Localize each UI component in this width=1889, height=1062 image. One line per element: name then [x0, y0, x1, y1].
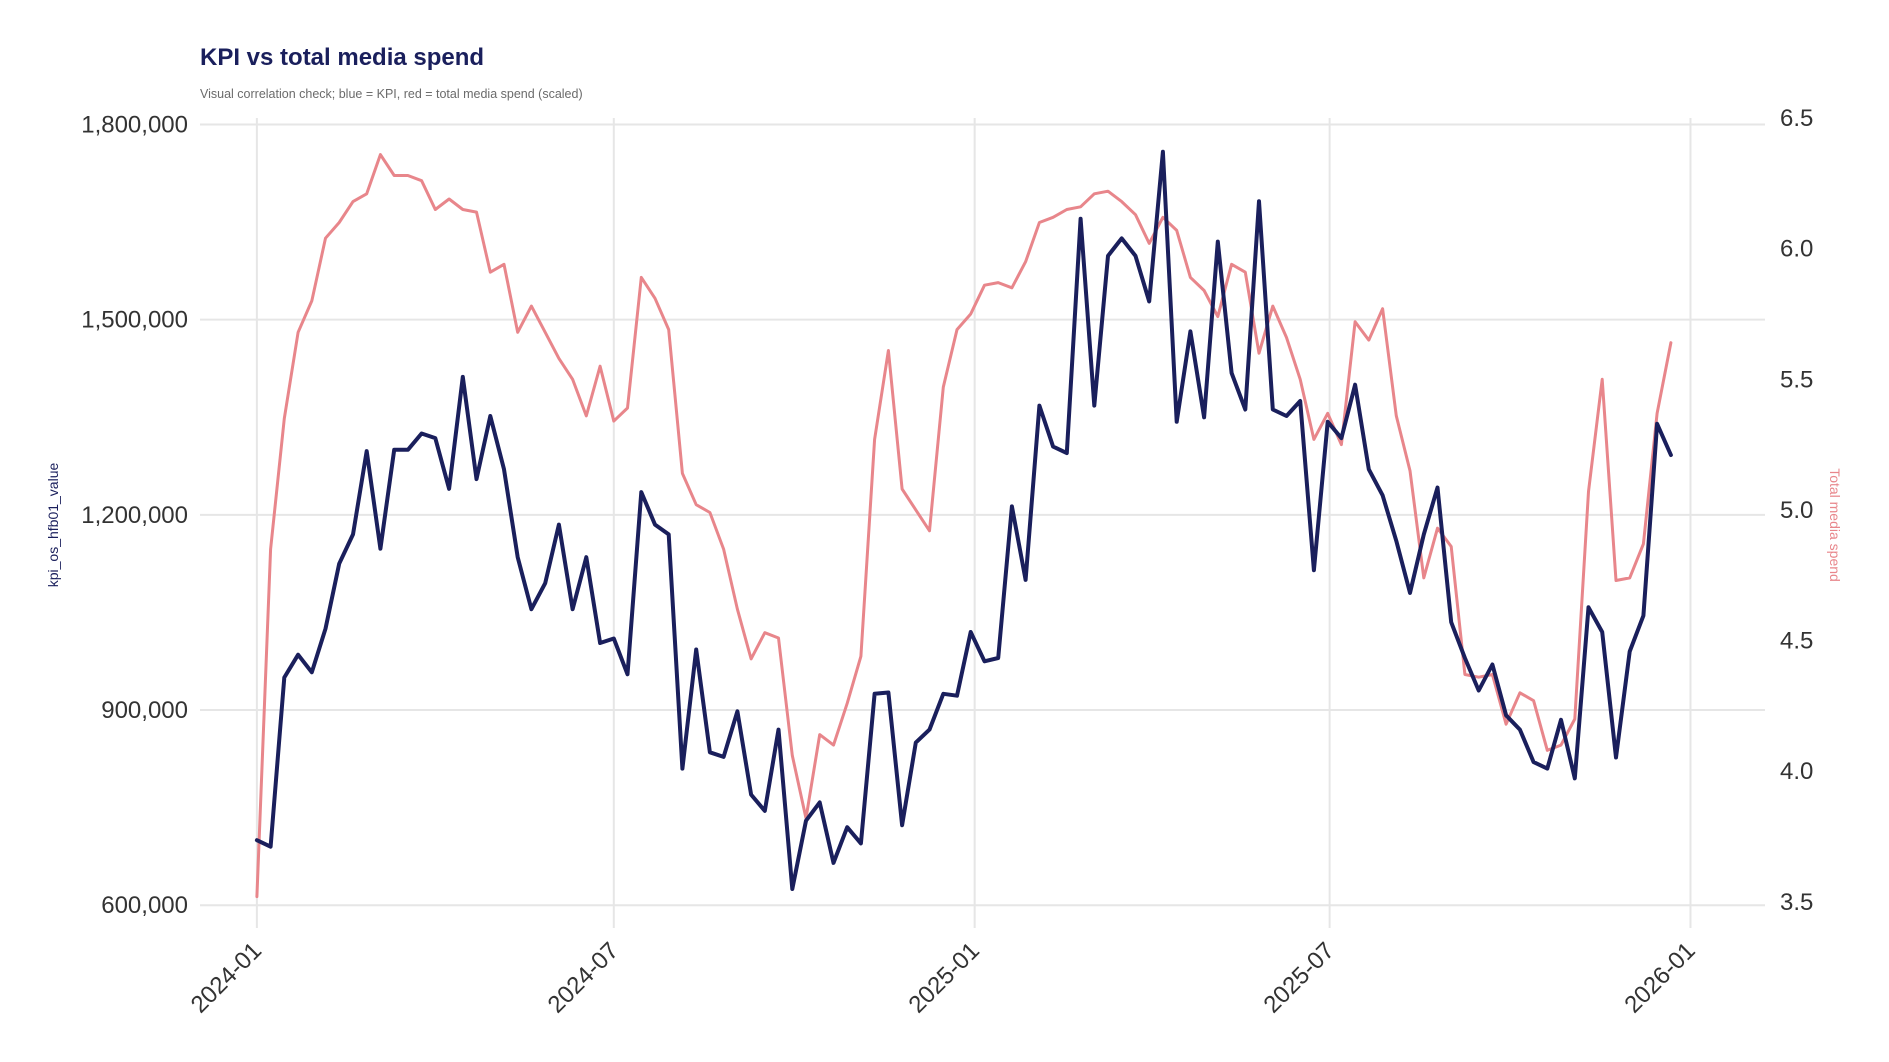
x-tick-label: 2025-07	[1258, 937, 1339, 1018]
y-tick-label-left: 1,500,000	[81, 307, 188, 334]
y-tick-label-left: 900,000	[101, 697, 188, 724]
chart-subtitle: Visual correlation check; blue = KPI, re…	[200, 87, 583, 101]
x-axis: 2024-01 2024-07 2025-01 2025-07 2026-01	[186, 937, 1701, 1018]
series-line-kpi	[254, 149, 1673, 891]
x-tick-label: 2024-01	[186, 937, 267, 1018]
y-tick-label-right: 6.5	[1780, 105, 1813, 132]
y-tick-label-right: 4.0	[1780, 758, 1813, 785]
y-tick-label-right: 4.5	[1780, 628, 1813, 655]
y-axis-left-title: kpi_os_hfb01_value	[45, 463, 61, 588]
y-axis-right: 3.5 4.0 4.5 5.0 5.5 6.0 6.5	[1780, 105, 1813, 916]
y-tick-label-left: 600,000	[101, 892, 188, 919]
y-tick-label-right: 3.5	[1780, 889, 1813, 916]
series-line-media-spend	[255, 153, 1673, 899]
y-axis-left: 600,000 900,000 1,200,000 1,500,000 1,800,00…	[81, 112, 188, 920]
y-tick-label-right: 6.0	[1780, 236, 1813, 263]
y-axis-right-title: Total media spend	[1827, 468, 1843, 582]
x-tick-label: 2025-01	[904, 937, 985, 1018]
chart-title: KPI vs total media spend	[200, 44, 484, 71]
x-tick-label: 2026-01	[1619, 937, 1700, 1018]
x-tick-label: 2024-07	[543, 937, 624, 1018]
y-tick-label-left: 1,800,000	[81, 112, 188, 139]
y-tick-label-left: 1,200,000	[81, 502, 188, 529]
y-tick-label-right: 5.5	[1780, 366, 1813, 393]
series-lines	[254, 149, 1673, 899]
y-tick-label-right: 5.0	[1780, 497, 1813, 524]
grid	[200, 118, 1765, 928]
